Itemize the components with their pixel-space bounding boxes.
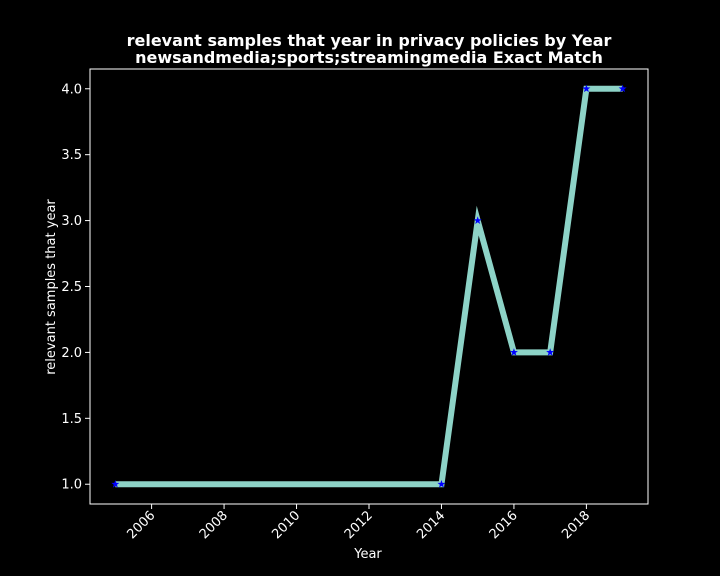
x-axis-label: Year (353, 547, 382, 562)
y-tick-label: 1.5 (61, 412, 82, 427)
series-layer (111, 84, 627, 488)
data-point-star (618, 84, 627, 93)
chart-subtitle: newsandmedia;sports;streamingmedia Exact… (135, 48, 603, 67)
data-point-star (473, 216, 482, 224)
y-tick-label: 3.0 (61, 214, 82, 229)
y-tick-label: 3.5 (61, 148, 82, 163)
chart-title: relevant samples that year in privacy po… (127, 31, 612, 50)
y-tick-label: 2.0 (61, 346, 82, 361)
y-axis-label: relevant samples that year (44, 199, 59, 375)
data-point-star (546, 348, 555, 356)
y-tick-label: 4.0 (61, 82, 82, 97)
y-tick-label: 2.5 (61, 280, 82, 295)
y-axis: 1.0 1.5 2.0 2.5 3.0 3.5 4.0 (61, 82, 90, 493)
data-point-star (111, 480, 120, 488)
data-point-star (509, 348, 518, 356)
data-point-star (437, 480, 446, 488)
y-tick-label: 1.0 (61, 478, 82, 493)
data-point-star (582, 84, 591, 93)
